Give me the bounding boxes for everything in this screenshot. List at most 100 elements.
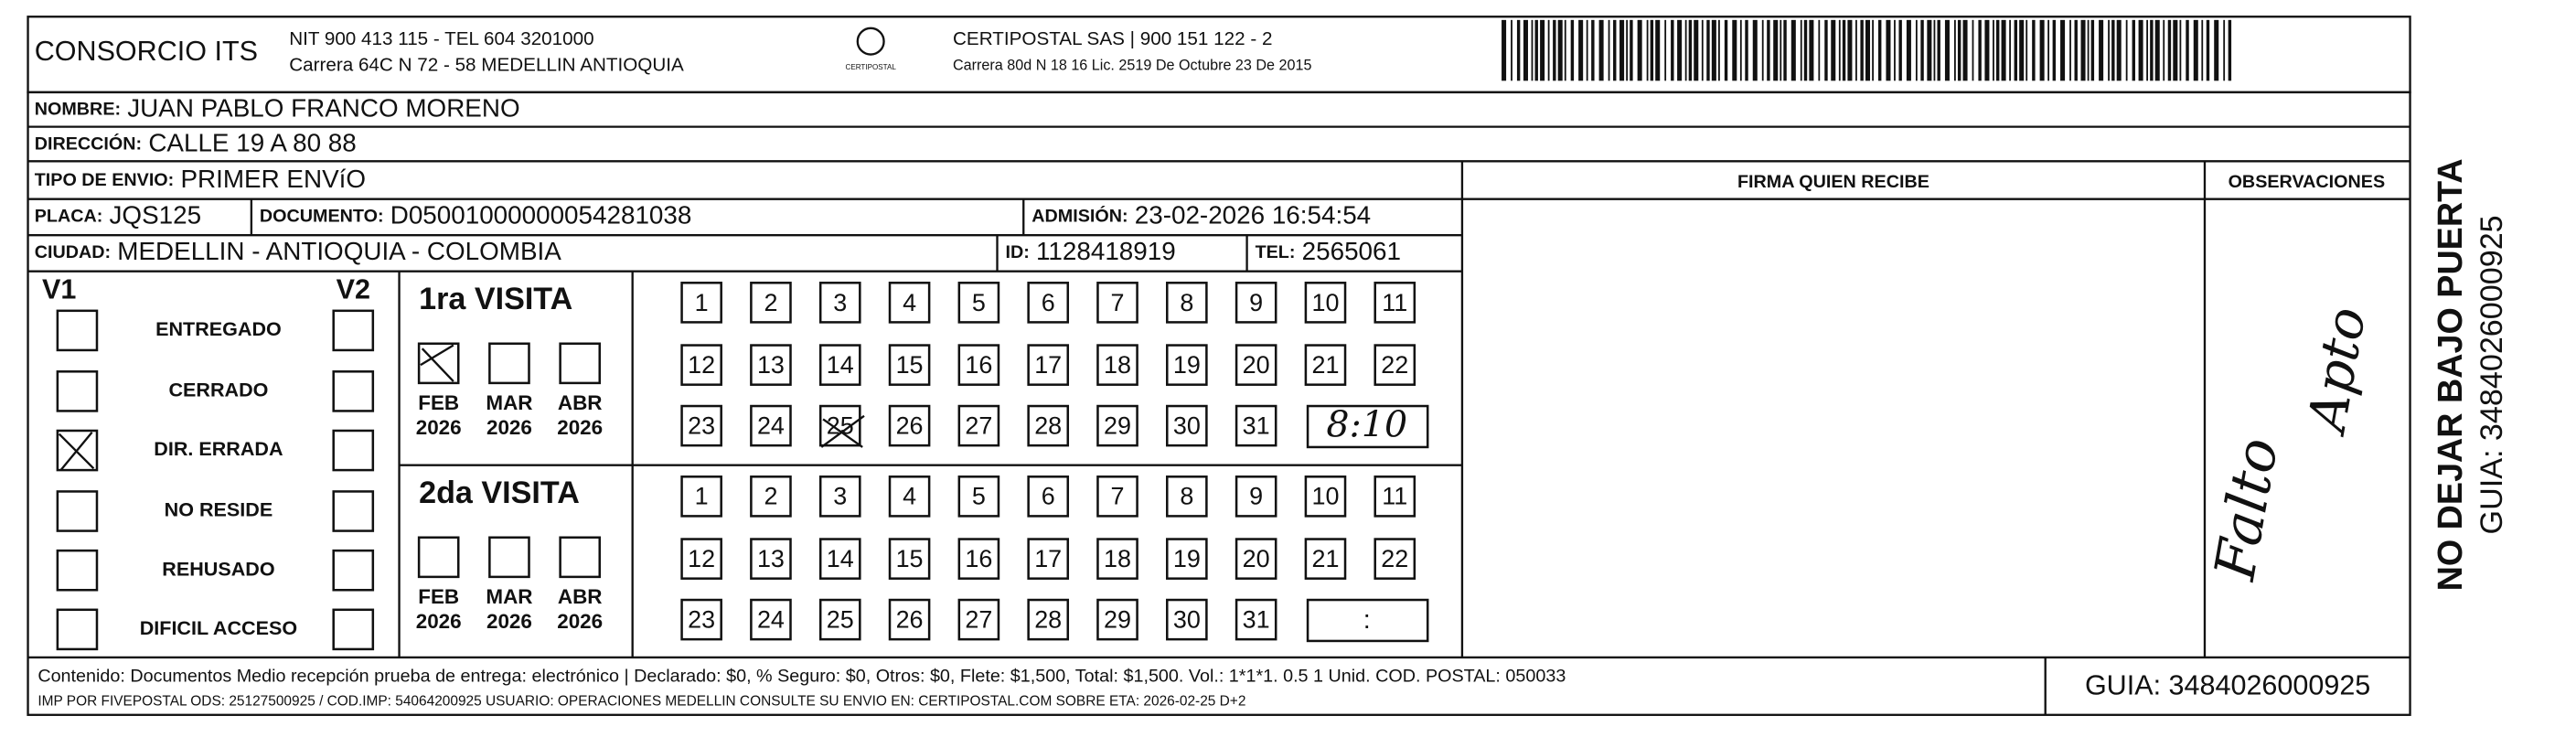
- day-label: 11: [1382, 289, 1407, 316]
- day-box: [1096, 344, 1138, 386]
- day-label: 11: [1382, 483, 1407, 510]
- barcode-bar: [1972, 19, 1974, 81]
- day-label: 16: [965, 351, 992, 379]
- side-warning: NO DEJAR BAJO PUERTA: [2431, 158, 2469, 591]
- day-box: [1166, 404, 1208, 447]
- day-box: [1235, 538, 1277, 580]
- day-label: 13: [757, 351, 785, 379]
- barcode-bar: [2125, 19, 2128, 81]
- day-label: 16: [965, 545, 992, 572]
- barcode-bar: [1803, 19, 1808, 81]
- field-label: ADMISIÓN:: [1031, 205, 1128, 227]
- v1-checkbox: [56, 608, 99, 651]
- month-label: FEB: [418, 391, 459, 414]
- day-label: 14: [827, 545, 854, 572]
- barcode-bar: [2111, 19, 2115, 81]
- barcode-bar: [2026, 19, 2028, 81]
- barcode-bar: [1739, 19, 1742, 81]
- footer-guia: GUIA: 3484026000925: [2085, 669, 2370, 700]
- field-label: PLACA:: [35, 207, 103, 227]
- day-box: [818, 538, 861, 580]
- day-box: [1235, 598, 1277, 641]
- field: ID: 1128418919: [1005, 237, 1175, 265]
- day-label: 17: [1034, 351, 1062, 379]
- day-label: 14: [827, 351, 854, 379]
- day-box: [680, 598, 722, 641]
- barcode-bar: [1591, 19, 1595, 81]
- barcode-bar: [1842, 19, 1846, 81]
- barcode-bar: [2214, 19, 2219, 81]
- barcode-bar: [2080, 19, 2086, 81]
- month-label: MAR: [486, 585, 532, 608]
- barcode-bar: [2138, 19, 2143, 81]
- visit-title: 2da VISITA: [419, 476, 580, 510]
- time-box: [1306, 598, 1429, 643]
- time-box: [1306, 404, 1429, 449]
- day-label: 31: [1243, 605, 1270, 633]
- day-label: 13: [757, 545, 785, 572]
- barcode-bar: [1694, 19, 1699, 81]
- day-label: 8: [1180, 483, 1193, 510]
- day-label: 10: [1311, 289, 1339, 316]
- barcode-bar: [2228, 19, 2232, 81]
- day-label: 9: [1249, 289, 1263, 316]
- barcode-bar: [1523, 19, 1528, 81]
- day-box: [818, 476, 861, 518]
- day-label: 27: [965, 605, 992, 633]
- day-label: 15: [896, 351, 924, 379]
- barcode-bar: [2116, 19, 2122, 81]
- month-label: FEB: [418, 585, 459, 608]
- day-label: 26: [896, 411, 924, 439]
- day-box: [1096, 476, 1138, 518]
- day-box: [750, 598, 792, 641]
- day-box: [1027, 282, 1070, 324]
- day-label: 30: [1173, 411, 1201, 439]
- day-label: 18: [1104, 351, 1131, 379]
- barcode-bar: [2132, 19, 2135, 81]
- barcode-bar: [2146, 19, 2148, 81]
- barcode-bar: [2163, 19, 2165, 81]
- day-label: 10: [1311, 483, 1339, 510]
- day-label: 5: [972, 289, 986, 316]
- field-value: D05001000000054281038: [390, 201, 692, 230]
- barcode-bar: [2069, 19, 2071, 81]
- field-label: DIRECCIÓN:: [35, 133, 142, 155]
- field: TEL: 2565061: [1256, 237, 1401, 265]
- barcode-bar: [1818, 19, 1821, 81]
- day-label: 22: [1381, 351, 1408, 379]
- barcode-bar: [2193, 19, 2198, 81]
- day-box: [1235, 282, 1277, 324]
- month-year: 2026: [486, 416, 532, 439]
- day-label: 22: [1381, 545, 1408, 572]
- field-label: TEL:: [1256, 242, 1296, 262]
- day-box: [750, 282, 792, 324]
- field-value: MEDELLIN - ANTIOQUIA - COLOMBIA: [117, 237, 561, 265]
- barcode-bar: [1995, 19, 2000, 81]
- month-checkbox: [559, 536, 602, 579]
- barcode-bar: [1586, 19, 1588, 81]
- day-box: [1374, 344, 1416, 386]
- day-box: [680, 404, 722, 447]
- month-label: ABR: [558, 391, 603, 414]
- day-label: 23: [688, 605, 715, 633]
- month-label: MAR: [486, 391, 532, 414]
- day-label: 7: [1111, 289, 1125, 316]
- logo-icon: [856, 27, 885, 56]
- day-label: 8: [1180, 289, 1193, 316]
- day-label: 28: [1034, 411, 1062, 439]
- field: DOCUMENTO: D05001000000054281038: [260, 201, 692, 230]
- barcode-bar: [1906, 19, 1911, 81]
- barcode-bar: [2223, 19, 2226, 81]
- barcode-bar: [1933, 19, 1936, 81]
- day-box: [1304, 344, 1347, 386]
- barcode-bar: [1790, 19, 1796, 81]
- barcode-bar: [1502, 19, 1507, 81]
- v2-checkbox: [332, 549, 375, 592]
- day-box: [888, 282, 931, 324]
- barcode-bar: [1984, 19, 1990, 81]
- field-value: 23-02-2026 16:54:54: [1135, 201, 1371, 230]
- day-label: 3: [833, 483, 847, 510]
- barcode-bar: [2090, 19, 2095, 81]
- body-box: [27, 91, 2411, 716]
